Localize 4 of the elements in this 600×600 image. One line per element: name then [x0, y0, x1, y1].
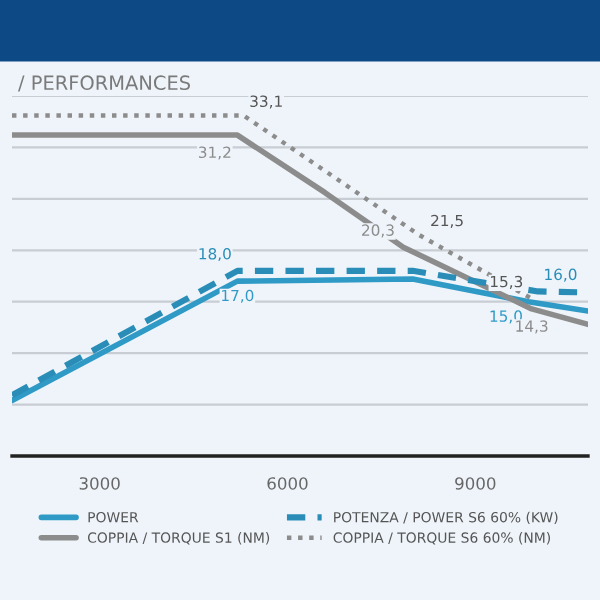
chart-title: / PERFORMANCES [18, 75, 190, 92]
x-tick-label: 6000 [267, 477, 308, 490]
x-tick-label: 3000 [79, 477, 120, 490]
x-tick-label: 9000 [455, 477, 496, 490]
